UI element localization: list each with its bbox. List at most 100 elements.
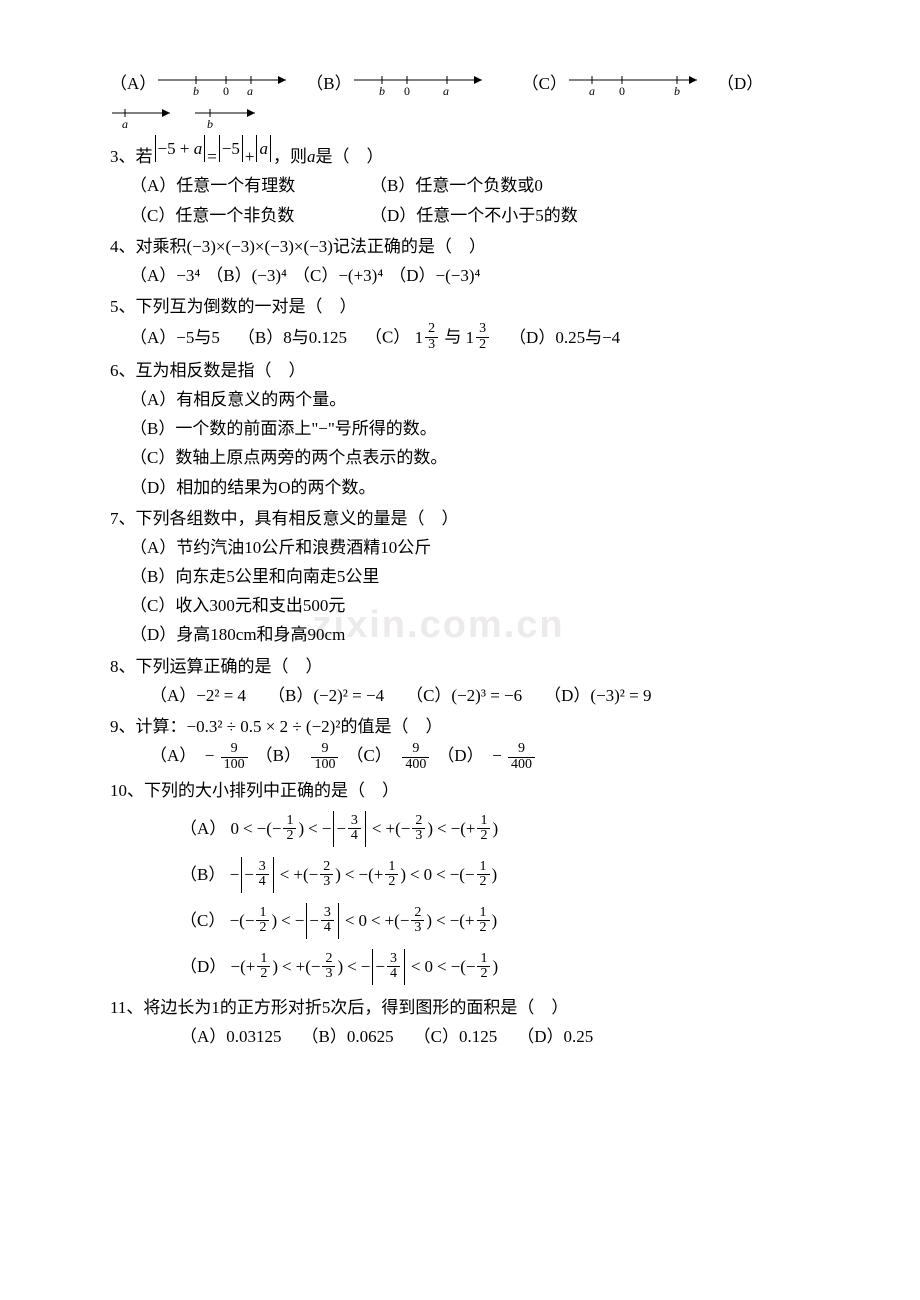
q8-stem: 8、下列运算正确的是（ ） [110, 653, 830, 680]
q5-A: （A）−5与5 [130, 324, 220, 351]
q11-D: （D）0.25 [517, 1023, 593, 1050]
mid: 与 [444, 328, 461, 347]
q5-opts: （A）−5与5 （B）8与0.125 （C） 1 23 与 1 32 （D）0.… [110, 322, 830, 352]
q4: 4、对乘积(−3)×(−3)×(−3)×(−3)记法正确的是（ ） （A）−3⁴… [110, 233, 830, 289]
q11-A: （A）0.03125 [180, 1023, 282, 1050]
q7-C: （C）收入300元和支出500元 [110, 592, 830, 619]
q8-C: （C）(−2)³ = −6 [406, 682, 522, 709]
lt: < [371, 907, 381, 934]
den: 400 [402, 758, 429, 773]
abs-expr: −5 + a [153, 135, 208, 162]
q10-C: （C） −(−12) < −−34 < 0 < +(−23) < −(+12) [110, 898, 830, 944]
den: 2 [476, 338, 489, 353]
eq: = [207, 143, 217, 170]
q3-D: （D）任意一个不小于5的数 [370, 202, 578, 229]
num: 9 [311, 742, 338, 758]
q2-optB: （B） b 0 a [306, 70, 491, 98]
q2-optD: （D） [717, 70, 763, 97]
text: ，则 [273, 143, 307, 170]
lt: < [281, 907, 291, 934]
opt-label: （C） [522, 70, 567, 97]
q3-row1: （A）任意一个有理数 （B）任意一个负数或0 [110, 172, 830, 199]
q10-B: （B） −−34 < +(−23) < −(+12) < 0 < −(−12) [110, 852, 830, 898]
label: （C） [365, 328, 410, 347]
svg-text:0: 0 [404, 84, 410, 98]
label: （D） [437, 746, 483, 765]
zero: 0 [358, 907, 367, 934]
label: （C） [346, 746, 391, 765]
numberline-D: a b [110, 103, 260, 131]
q11-opts: （A）0.03125 （B）0.0625 （C）0.125 （D）0.25 [110, 1023, 830, 1050]
q6-B: （B）一个数的前面添上"−"号所得的数。 [110, 415, 830, 442]
label: （A） [180, 815, 226, 842]
label: （A） [150, 746, 196, 765]
sign: − [205, 746, 215, 765]
num: 3 [476, 322, 489, 338]
q5: 5、下列互为倒数的一对是（ ） （A）−5与5 （B）8与0.125 （C） 1… [110, 293, 830, 353]
q11-stem: 11、将边长为1的正方形对折5次后，得到图形的面积是（ ） [110, 994, 830, 1021]
q4-B: （B）(−3)⁴ [206, 262, 287, 289]
sign: − [492, 746, 502, 765]
svg-text:a: a [589, 84, 595, 98]
numberline-B: b 0 a [352, 70, 492, 98]
numberline-A: b 0 a [156, 70, 296, 98]
q9-opts: （A） − 9100 （B） 9100 （C） 9400 （D） − 9400 [110, 742, 830, 772]
num: 9 [221, 742, 248, 758]
q11: 11、将边长为1的正方形对折5次后，得到图形的面积是（ ） （A）0.03125… [110, 994, 830, 1050]
q9-A: （A） − 9100 [150, 742, 250, 772]
q9-D: （D） − 9400 [437, 742, 537, 772]
q7: 7、下列各组数中，具有相反意义的量是（ ） （A）节约汽油10公斤和浪费酒精10… [110, 505, 830, 649]
q8: 8、下列运算正确的是（ ） （A）−2² = 4 （B）(−2)² = −4 （… [110, 653, 830, 709]
label: （C） [180, 907, 225, 934]
den: 400 [508, 758, 535, 773]
q8-opts: （A）−2² = 4 （B）(−2)² = −4 （C）(−2)³ = −6 （… [110, 682, 830, 709]
q5-C: （C） 1 23 与 1 32 [365, 322, 491, 352]
abs-expr: a [254, 135, 273, 162]
opt-label: （A） [110, 70, 156, 97]
label: （B） [256, 746, 301, 765]
int: 1 [466, 324, 475, 351]
q9-stem: 9、计算： −0.3² ÷ 0.5 × 2 ÷ (−2)² 的值是（ ） [110, 713, 830, 740]
q10-A: （A） 0 < −(−12) < −−34 < +(−23) < −(+12) [110, 806, 830, 852]
q5-B: （B）8与0.125 [238, 324, 347, 351]
lt: < [308, 815, 318, 842]
int: 1 [415, 324, 424, 351]
svg-text:a: a [443, 84, 449, 98]
lt: < [280, 861, 290, 888]
q9-C: （C） 9400 [346, 742, 431, 772]
q6-C: （C）数轴上原点两旁的两个点表示的数。 [110, 444, 830, 471]
q2-optA: （A） b 0 a [110, 70, 296, 98]
q3-A: （A）任意一个有理数 [130, 172, 370, 199]
q5-stem: 5、下列互为倒数的一对是（ ） [110, 293, 830, 320]
lt: < [345, 907, 355, 934]
q9-B: （B） 9100 [256, 742, 341, 772]
svg-text:b: b [207, 117, 213, 131]
q6: 6、互为相反数是指（ ） （A）有相反意义的两个量。 （B）一个数的前面添上"−… [110, 357, 830, 501]
q4-D: （D）−(−3)⁴ [389, 262, 480, 289]
q8-B: （B）(−2)² = −4 [268, 682, 384, 709]
lt: < [372, 815, 382, 842]
q6-stem: 6、互为相反数是指（ ） [110, 357, 830, 384]
plus: + [245, 143, 255, 170]
q4-opts: （A）−3⁴ （B）(−3)⁴ （C）−(+3)⁴ （D）−(−3)⁴ [110, 262, 830, 289]
num: 2 [425, 322, 438, 338]
lt: < [410, 861, 420, 888]
q2-optD-line: a b [110, 102, 830, 131]
den: 100 [221, 758, 248, 773]
lt: < [437, 953, 447, 980]
q10-stem: 10、下列的大小排列中正确的是（ ） [110, 777, 830, 804]
q10-D: （D） −(+12) < +(−23) < −−34 < 0 < −(−12) [110, 944, 830, 990]
den: 3 [425, 338, 438, 353]
svg-text:0: 0 [223, 84, 229, 98]
text: 是（ ） [315, 143, 383, 170]
zero: 0 [231, 815, 240, 842]
q10: 10、下列的大小排列中正确的是（ ） （A） 0 < −(−12) < −−34… [110, 777, 830, 990]
opt-label: （B） [306, 70, 351, 97]
lt: < [347, 953, 357, 980]
q11-B: （B）0.0625 [302, 1023, 394, 1050]
post: 的值是（ ） [340, 713, 442, 740]
q3-row2: （C）任意一个非负数 （D）任意一个不小于5的数 [110, 202, 830, 229]
q4-C: （C）−(+3)⁴ [293, 262, 383, 289]
zero: 0 [425, 953, 434, 980]
q3-C: （C）任意一个非负数 [130, 202, 370, 229]
